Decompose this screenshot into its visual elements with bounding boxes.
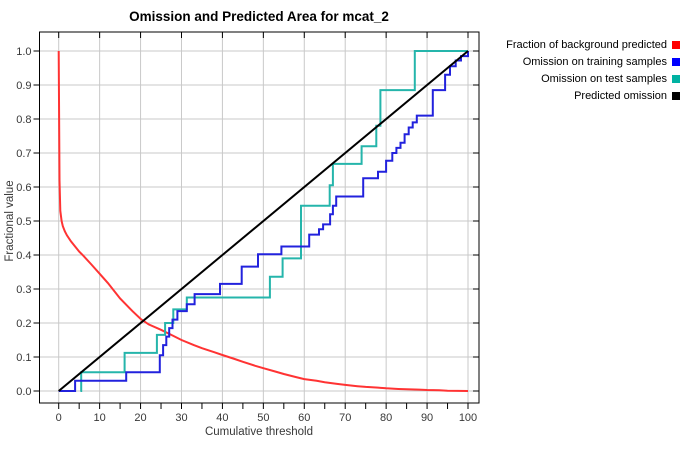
x-tick-label: 100 — [459, 412, 477, 424]
x-tick-label: 90 — [421, 412, 433, 424]
x-tick-label: 60 — [298, 412, 310, 424]
legend-label: Omission on training samples — [522, 55, 667, 68]
y-tick-label: 0.9 — [16, 80, 31, 92]
chart-title: Omission and Predicted Area for mcat_2 — [129, 9, 389, 24]
legend-swatch — [672, 74, 680, 83]
x-axis-title: Cumulative threshold — [204, 426, 314, 438]
series-omission-on-test-samples — [80, 50, 468, 392]
y-tick-label: 0.3 — [16, 284, 31, 296]
x-tick-label: 40 — [216, 412, 228, 424]
plot-border — [39, 31, 480, 404]
x-tick-label: 50 — [257, 412, 269, 424]
x-tick-label: 10 — [94, 412, 106, 424]
legend-label: Fraction of background predicted — [506, 38, 667, 51]
x-tick-label: 30 — [175, 412, 187, 424]
legend-label: Predicted omission — [574, 89, 667, 102]
x-tick-label: 70 — [339, 412, 351, 424]
y-tick-label: 0.6 — [16, 182, 31, 194]
series-predicted-omission — [58, 50, 469, 392]
y-axis-title: Fractional value — [4, 180, 16, 262]
series-omission-on-training-samples — [58, 51, 469, 392]
x-tick-label: 80 — [380, 412, 392, 424]
legend-item: Omission on training samples — [506, 53, 680, 70]
legend-swatch — [672, 91, 680, 100]
legend-item: Omission on test samples — [506, 70, 680, 87]
y-tick-label: 0.8 — [16, 114, 31, 126]
legend-swatch — [672, 57, 680, 66]
legend: Fraction of background predicted Omission… — [506, 36, 680, 104]
y-tick-label: 0.0 — [16, 386, 31, 398]
legend-item: Predicted omission — [506, 87, 680, 104]
x-tick-label: 0 — [56, 412, 62, 424]
y-tick-label: 0.2 — [16, 318, 31, 330]
y-tick-label: 1.0 — [16, 46, 31, 58]
legend-label: Omission on test samples — [541, 72, 667, 85]
legend-swatch — [672, 40, 680, 49]
y-tick-label: 0.5 — [16, 216, 31, 228]
y-tick-label: 0.7 — [16, 148, 31, 160]
y-tick-label: 0.1 — [16, 352, 31, 364]
x-tick-label: 20 — [134, 412, 146, 424]
series-fraction-of-background-predicted — [57, 50, 469, 392]
legend-item: Fraction of background predicted — [506, 36, 680, 53]
y-tick-label: 0.4 — [16, 250, 31, 262]
